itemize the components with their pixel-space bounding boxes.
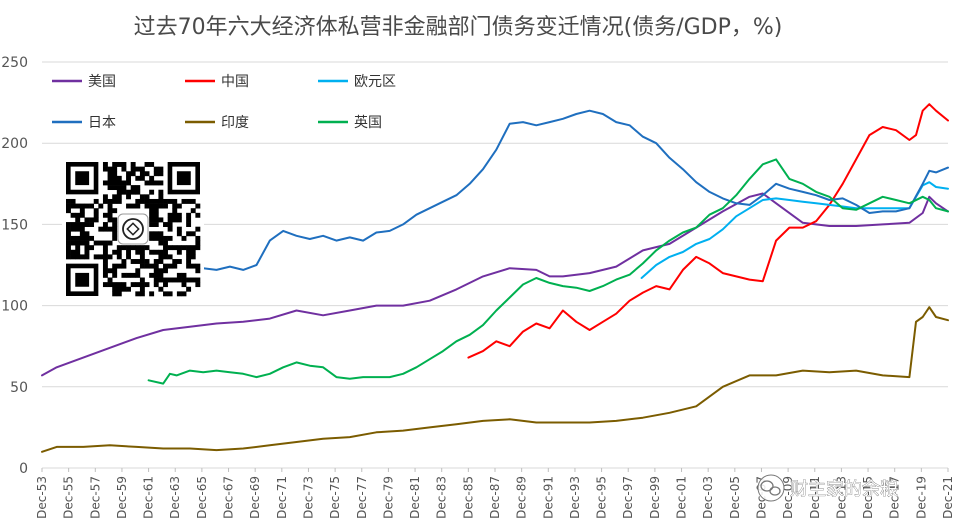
series-line: [147, 158, 949, 385]
y-tick-label: 250: [1, 55, 28, 71]
legend-label: 美国: [88, 74, 116, 90]
x-tick-label: Dec-15: [861, 476, 875, 519]
x-tick-label: Dec-17: [888, 476, 902, 519]
watermark-text: 财主家的余粮: [790, 479, 898, 500]
x-tick-label: Dec-65: [195, 476, 209, 519]
series-line: [187, 109, 949, 273]
x-tick-label: Dec-63: [168, 476, 182, 519]
x-tick-label: Dec-55: [62, 476, 76, 519]
x-tick-label: Dec-13: [834, 476, 848, 519]
x-tick-label: Dec-57: [88, 476, 102, 519]
legend-label: 欧元区: [354, 74, 396, 90]
x-tick-label: Dec-05: [728, 476, 742, 519]
y-tick-label: 100: [1, 299, 28, 315]
qr-code: [62, 158, 204, 300]
watermark: 财主家的余粮: [757, 474, 898, 502]
x-tick-label: Dec-61: [142, 476, 156, 519]
legend-label: 中国: [221, 74, 249, 90]
y-tick-label: 150: [1, 217, 28, 233]
chart-title: 过去70年六大经济体私营非金融部门债务变迁情况(债务/GDP，%): [134, 15, 783, 40]
x-tick-label: Dec-91: [541, 476, 555, 519]
x-tick-label: Dec-59: [115, 476, 129, 519]
x-tick-label: Dec-79: [381, 476, 395, 519]
x-tick-label: Dec-09: [781, 476, 795, 519]
x-tick-label: Dec-83: [435, 476, 449, 519]
x-tick-label: Dec-93: [568, 476, 582, 519]
x-tick-label: Dec-21: [941, 476, 955, 519]
x-tick-label: Dec-19: [914, 476, 928, 519]
x-tick-label: Dec-69: [248, 476, 262, 519]
legend-label: 印度: [221, 115, 249, 131]
x-tick-label: Dec-75: [328, 476, 342, 519]
x-tick-label: Dec-11: [808, 476, 822, 519]
y-axis-ticks: 0 50 100 150 200 250: [1, 55, 28, 477]
x-tick-label: Dec-03: [701, 476, 715, 519]
x-tick-label: Dec-73: [301, 476, 315, 519]
x-tick-label: Dec-85: [461, 476, 475, 519]
y-tick-label: 50: [10, 380, 28, 396]
series-line: [467, 103, 949, 359]
x-tick-label: Dec-89: [515, 476, 529, 519]
x-tick-label: Dec-01: [675, 476, 689, 519]
wechat-icon: [757, 474, 785, 502]
series-lines: [41, 103, 949, 453]
x-tick-label: Dec-87: [488, 476, 502, 519]
x-tick-label: Dec-81: [408, 476, 422, 519]
y-tick-label: 200: [1, 136, 28, 152]
x-tick-label: Dec-99: [648, 476, 662, 519]
x-tick-label: Dec-67: [222, 476, 236, 519]
series-line: [41, 192, 949, 377]
x-tick-label: Dec-71: [275, 476, 289, 519]
y-tick-label: 0: [19, 461, 28, 477]
x-tick-label: Dec-77: [355, 476, 369, 519]
x-tick-label: Dec-97: [621, 476, 635, 519]
legend-label: 英国: [354, 114, 382, 131]
x-axis-ticks: Dec-53 Dec-55 Dec-57 Dec-59 Dec-61 Dec-63 Dec-…: [35, 468, 955, 519]
x-tick-label: Dec-53: [35, 476, 49, 519]
series-line: [41, 306, 949, 453]
legend-label: 日本: [88, 115, 116, 131]
x-tick-label: Dec-95: [595, 476, 609, 519]
